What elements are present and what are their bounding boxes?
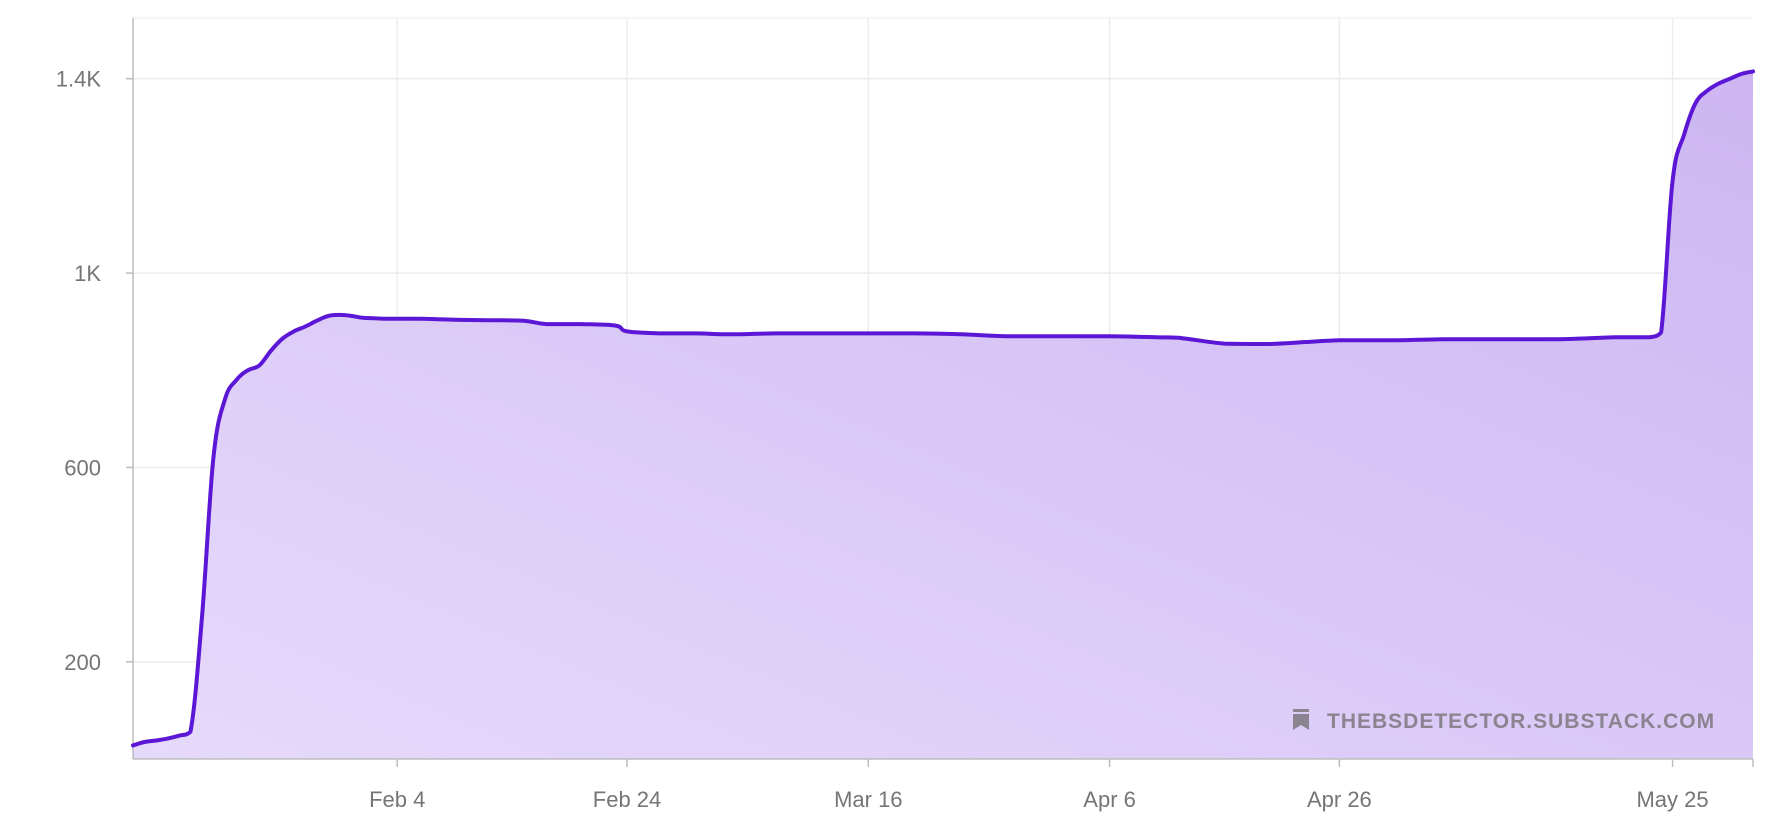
y-tick-label: 1.4K bbox=[56, 67, 102, 92]
x-tick-label: Feb 24 bbox=[593, 787, 662, 812]
x-tick-label: Mar 16 bbox=[834, 787, 902, 812]
x-tick-label: Feb 4 bbox=[369, 787, 425, 812]
bookmark-icon bbox=[1293, 709, 1309, 730]
y-tick-label: 200 bbox=[64, 650, 101, 675]
y-tick-label: 1K bbox=[74, 261, 101, 286]
tick-labels: 200 600 1K 1.4K Feb 4 Feb 24 Mar 16 Apr 6 Apr 26… bbox=[56, 67, 1709, 812]
x-tick-label: Apr 6 bbox=[1083, 787, 1136, 812]
axes bbox=[126, 18, 1754, 767]
x-tick-label: Apr 26 bbox=[1307, 787, 1372, 812]
x-tick-label: May 25 bbox=[1636, 787, 1708, 812]
y-tick-label: 600 bbox=[64, 455, 101, 480]
watermark: THEBSDETECTOR.SUBSTACK.COM bbox=[1293, 709, 1715, 733]
series-line bbox=[131, 69, 1755, 748]
watermark-text: THEBSDETECTOR.SUBSTACK.COM bbox=[1327, 710, 1715, 733]
series-area bbox=[133, 71, 1753, 759]
